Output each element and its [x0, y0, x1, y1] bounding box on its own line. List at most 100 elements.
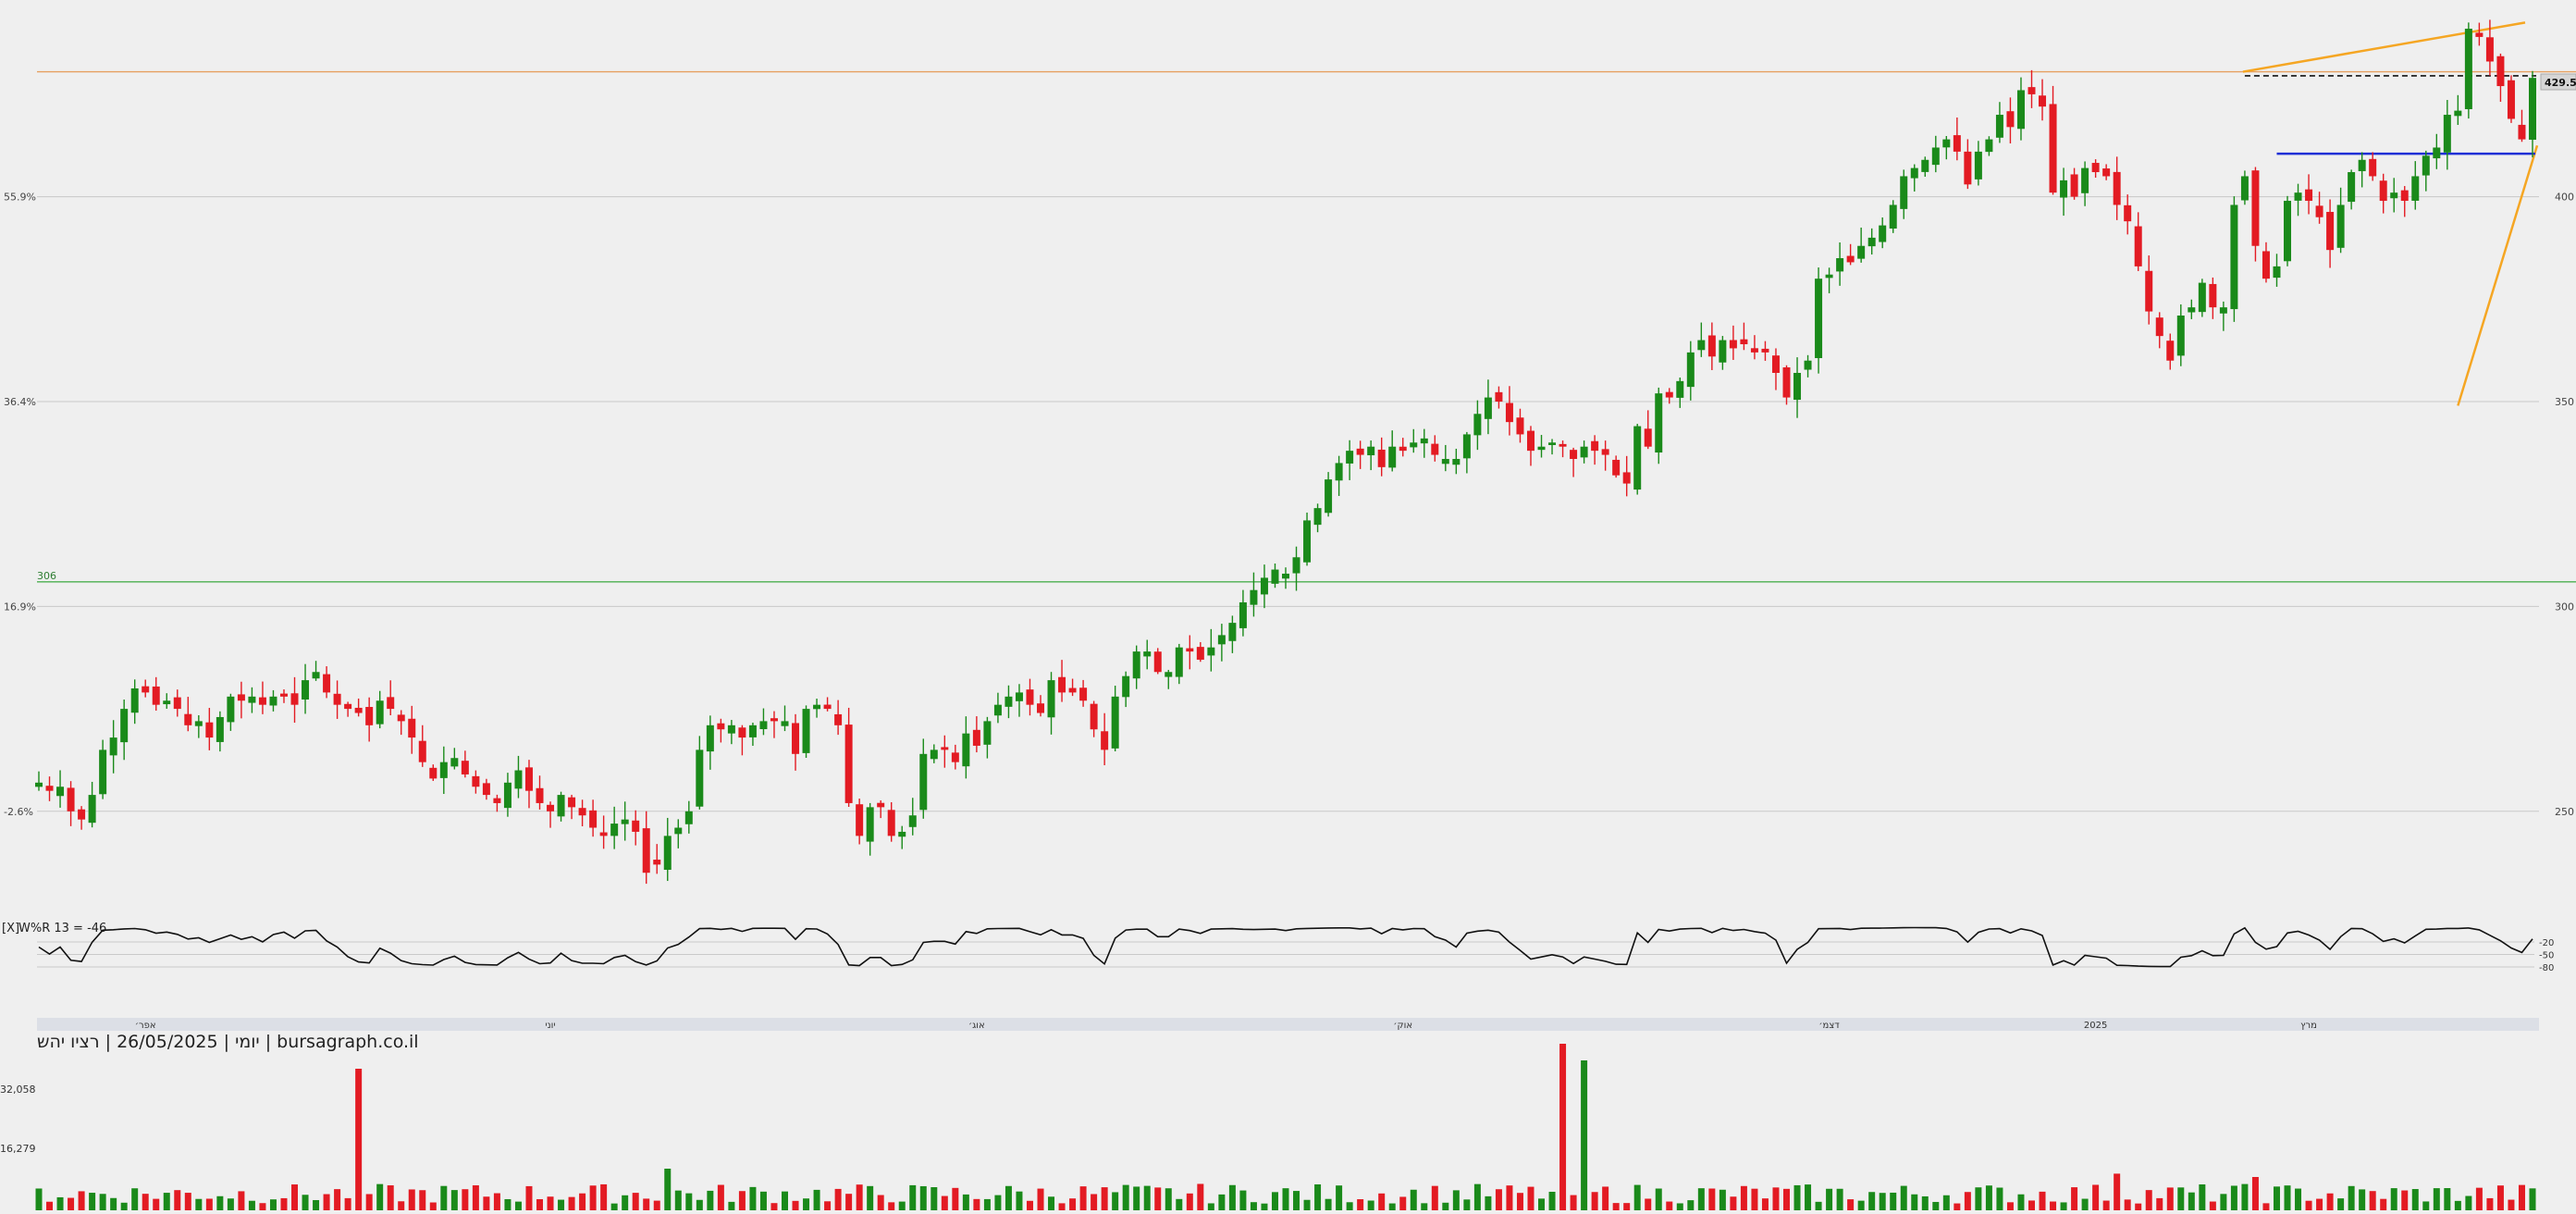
candle-body [2049, 104, 2057, 193]
volume-bar [717, 1184, 724, 1210]
candle-body [1282, 573, 1289, 579]
volume-bar [1516, 1193, 1523, 1210]
volume-bar [2305, 1200, 2312, 1210]
candle-body [2400, 190, 2409, 202]
candle-body [1867, 237, 1876, 247]
candle-body [1985, 139, 1993, 153]
candle-body [2102, 168, 2111, 177]
candle-body [1655, 393, 1663, 453]
candle-body [653, 860, 661, 865]
volume-bar [888, 1202, 895, 1210]
volume-bar [2039, 1191, 2046, 1210]
candle-body [1825, 274, 1833, 279]
horizontal-lines: 306 [37, 70, 2576, 583]
volume-bar [653, 1200, 660, 1210]
volume-bar [216, 1195, 224, 1210]
volume-bar [632, 1193, 639, 1210]
volume-bar [1336, 1185, 1343, 1210]
volume-bar [2050, 1201, 2057, 1210]
volume-bar [1527, 1186, 1535, 1210]
volume-bar [2401, 1190, 2409, 1210]
volume-bar [1271, 1192, 1278, 1210]
candle-body [194, 721, 203, 726]
oscillator-tick-label: -50 [2539, 951, 2554, 961]
candle-body [1686, 352, 1695, 388]
candle-body [781, 721, 789, 726]
candle-body [1889, 204, 1897, 229]
volume-bar [2359, 1189, 2366, 1210]
volume-bar [600, 1183, 608, 1210]
candle-body [1559, 443, 1567, 447]
volume-bar [355, 1069, 363, 1210]
volume-bar [2486, 1197, 2494, 1210]
volume-bar [1911, 1194, 1918, 1210]
volume-bar [2006, 1202, 2014, 1210]
candle-body [1793, 373, 1802, 401]
price-gridlines [37, 196, 2539, 812]
candle-body [1079, 688, 1088, 701]
volume-bar [450, 1190, 458, 1210]
volume-bar [68, 1197, 75, 1210]
volume-bar [142, 1194, 149, 1210]
oscillator-prefix[interactable]: [X] [2, 922, 19, 935]
candle-body [1462, 434, 1471, 459]
volume-bar [813, 1189, 820, 1210]
volume-bar [536, 1198, 544, 1210]
candle-body [2198, 282, 2206, 313]
volume-bar [2209, 1201, 2216, 1210]
williams-r-line [38, 926, 2533, 968]
volume-bar [514, 1201, 522, 1210]
volume-bar [2145, 1190, 2152, 1210]
volume-bar [227, 1198, 234, 1210]
volume-bar [1623, 1203, 1631, 1210]
volume-bar [1921, 1195, 1929, 1210]
candle-body [2475, 32, 2484, 37]
month-label: אוק׳ [1393, 1021, 1412, 1031]
volume-bar [2284, 1185, 2291, 1210]
volume-bar [2081, 1198, 2089, 1210]
candle-body [599, 832, 608, 836]
volume-bar [1346, 1202, 1353, 1210]
candle-body [813, 704, 821, 710]
candle-body [2422, 155, 2430, 176]
oscillator-tick-label: -80 [2539, 963, 2554, 973]
volume-bar [781, 1191, 788, 1210]
candle-body [2209, 283, 2217, 308]
candle-body [1132, 651, 1140, 679]
candle-body [2262, 251, 2270, 279]
candle-body [856, 804, 864, 836]
volume-bar [1228, 1184, 1236, 1210]
volume-bar [1250, 1202, 1257, 1210]
candle-body [1367, 446, 1375, 456]
volume-bar [398, 1201, 405, 1210]
candle-body [354, 707, 363, 713]
volume-bar [56, 1196, 64, 1210]
candle-body [1047, 680, 1055, 718]
volume-bar [2454, 1200, 2461, 1210]
volume-bar [1399, 1196, 1407, 1210]
candle-body [1644, 428, 1652, 447]
volume-bar [909, 1184, 917, 1210]
percent-tick-label: 36.4% [4, 396, 36, 408]
candle-body [727, 725, 735, 734]
volume-bar [1548, 1191, 1556, 1210]
month-label: 2025 [2084, 1021, 2107, 1031]
candles [35, 19, 2536, 885]
candle-body [2529, 78, 2536, 141]
volume-bar [1676, 1203, 1683, 1210]
candle-body [1505, 403, 1513, 423]
volume-tick-label: 16,279 [0, 1143, 36, 1155]
candle-body [972, 729, 980, 746]
candle-body [908, 815, 917, 827]
candle-body [1101, 731, 1109, 750]
volume-bar [2251, 1177, 2259, 1210]
volume-bar [1666, 1201, 1673, 1210]
volume-bar [834, 1188, 842, 1210]
candle-body [844, 725, 853, 803]
candle-body [792, 723, 800, 754]
candle-body [227, 696, 235, 723]
volume-bar [728, 1201, 735, 1210]
volume-bar [1197, 1183, 1204, 1210]
candle-body [962, 733, 970, 767]
volume-bar [174, 1190, 181, 1210]
